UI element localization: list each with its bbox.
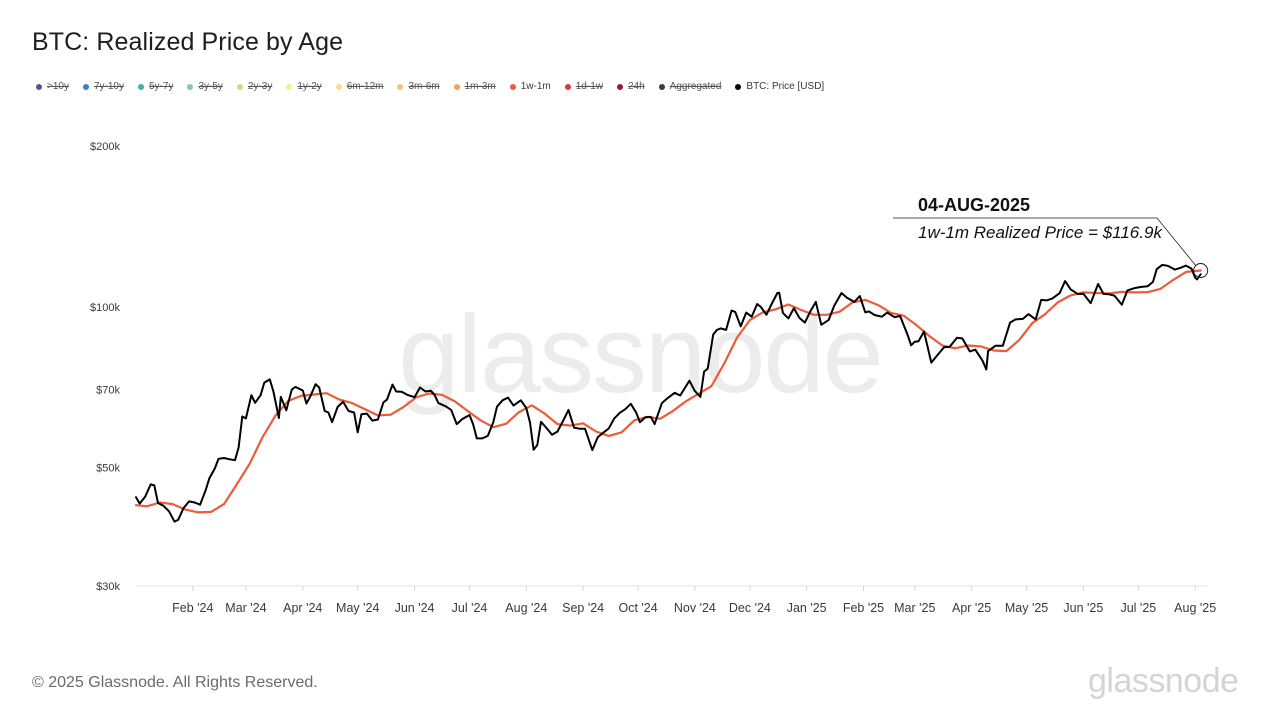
- legend-dot-icon: [335, 83, 342, 90]
- legend-dot-icon: [453, 83, 460, 90]
- x-tick-label: Jun '25: [1063, 601, 1103, 615]
- legend-label: 6m-12m: [346, 81, 384, 92]
- legend-label: 1y-2y: [297, 81, 322, 92]
- legend-dot-icon: [236, 83, 243, 90]
- legend-item-1w-1m[interactable]: 1w-1m: [509, 81, 551, 92]
- x-tick-label: Jun '24: [395, 601, 435, 615]
- legend-item-1d-1w[interactable]: 1d-1w: [564, 81, 603, 92]
- annotation-date: 04-AUG-2025: [918, 195, 1030, 215]
- x-tick-label: Feb '24: [172, 601, 213, 615]
- legend-item-5y-7y[interactable]: 5y-7y: [137, 81, 174, 92]
- y-tick-label: $70k: [96, 384, 120, 396]
- x-tick-label: Apr '25: [952, 601, 991, 615]
- y-tick-label: $50k: [96, 463, 120, 475]
- x-tick-label: Sep '24: [562, 601, 604, 615]
- x-tick-label: Aug '24: [505, 601, 547, 615]
- x-tick-label: Aug '25: [1174, 601, 1216, 615]
- legend-label: Aggregated: [669, 81, 722, 92]
- x-tick-label: Apr '24: [283, 601, 322, 615]
- legend-dot-icon: [617, 83, 623, 90]
- legend-item-10y[interactable]: >10y: [36, 81, 69, 92]
- y-tick-label: $30k: [96, 581, 120, 593]
- legend-item-1m-3m[interactable]: 1m-3m: [453, 81, 496, 92]
- x-tick-label: Oct '24: [618, 601, 657, 615]
- legend-item-btc-price-usd[interactable]: BTC: Price [USD]: [735, 81, 824, 92]
- legend-label: 3m-6m: [408, 81, 440, 92]
- legend-dot-icon: [286, 83, 293, 90]
- x-tick-label: Nov '24: [674, 601, 716, 615]
- x-tick-label: Mar '25: [894, 601, 935, 615]
- legend-dot-icon: [187, 83, 194, 90]
- y-tick-label: $200k: [90, 141, 120, 153]
- legend-item-3y-5y[interactable]: 3y-5y: [187, 81, 223, 92]
- legend-label: 7y-10y: [93, 81, 124, 92]
- legend-item-aggregated[interactable]: Aggregated: [658, 81, 722, 92]
- watermark-text: glassnode: [398, 293, 882, 416]
- legend-label: 24h: [628, 81, 645, 92]
- legend-item-7y-10y[interactable]: 7y-10y: [82, 81, 124, 92]
- legend-item-3m-6m[interactable]: 3m-6m: [397, 81, 440, 92]
- legend-dot-icon: [509, 83, 516, 90]
- legend-dot-icon: [658, 83, 665, 90]
- x-tick-label: Dec '24: [729, 601, 771, 615]
- legend-label: 1m-3m: [464, 81, 496, 92]
- legend-label: 5y-7y: [148, 81, 174, 92]
- legend-dot-icon: [735, 83, 742, 90]
- legend-dot-icon: [82, 83, 89, 90]
- annotation-text: 1w-1m Realized Price = $116.9k: [918, 223, 1163, 242]
- legend-dot-icon: [137, 83, 144, 90]
- legend: >10y 7y-10y 5y-7y 3y-5y 2y-3y 1y-2y 6m-12m 3m-6…: [36, 81, 838, 92]
- legend-item-1y-2y[interactable]: 1y-2y: [286, 81, 322, 92]
- x-tick-label: Jan '25: [787, 601, 827, 615]
- legend-label: 2y-3y: [247, 81, 273, 92]
- legend-dot-icon: [36, 83, 42, 90]
- chart-title: BTC: Realized Price by Age: [32, 28, 344, 56]
- legend-dot-icon: [564, 83, 571, 90]
- series-line-btc-price: [135, 263, 1202, 523]
- legend-item-24h[interactable]: 24h: [617, 81, 645, 92]
- legend-label: 3y-5y: [198, 81, 223, 92]
- x-tick-label: May '24: [336, 601, 379, 615]
- legend-label: 1d-1w: [575, 81, 603, 92]
- footer-logo: glassnode: [1088, 662, 1239, 700]
- x-tick-label: Mar '24: [225, 601, 266, 615]
- legend-item-6m-12m[interactable]: 6m-12m: [335, 81, 384, 92]
- x-tick-label: Jul '24: [452, 601, 488, 615]
- legend-label: 1w-1m: [520, 81, 551, 92]
- x-tick-label: Feb '25: [843, 601, 884, 615]
- legend-item-2y-3y[interactable]: 2y-3y: [236, 81, 273, 92]
- legend-label: >10y: [47, 81, 69, 92]
- copyright-text: © 2025 Glassnode. All Rights Reserved.: [32, 674, 318, 691]
- legend-label: BTC: Price [USD]: [746, 81, 825, 92]
- x-tick-label: May '25: [1005, 601, 1048, 615]
- annotation-marker-circle: [1193, 263, 1209, 279]
- annotation-leader-line: [893, 217, 1197, 266]
- legend-dot-icon: [397, 83, 404, 90]
- x-tick-label: Jul '25: [1120, 601, 1156, 615]
- y-tick-label: $100k: [90, 302, 120, 314]
